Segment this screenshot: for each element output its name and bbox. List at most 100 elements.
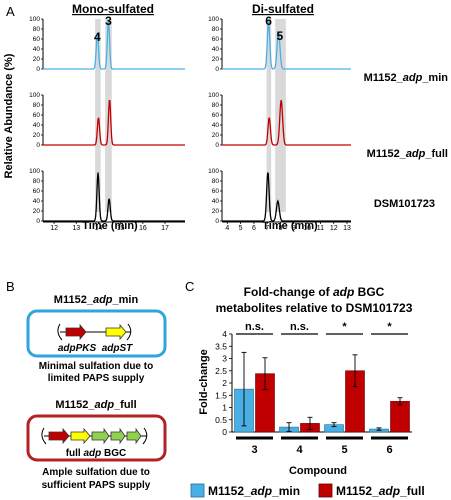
right-ytick-label: 100 xyxy=(208,16,219,23)
bar-chart-ytick-label: 3.5 xyxy=(215,341,227,351)
left-peak-label-1: 3 xyxy=(105,14,112,28)
trace-label-min: M1152_adp_min xyxy=(364,72,449,84)
category-label-6: 6 xyxy=(386,444,392,456)
significance-label-3: n.s. xyxy=(245,321,264,333)
left-xtick-label: 15 xyxy=(117,225,125,232)
right-ytick-label: 40 xyxy=(212,46,220,53)
left-xtick-label: 17 xyxy=(161,225,169,232)
panel-a-letter: A xyxy=(6,4,15,19)
box2-caption-line1: Ample sulfation due to xyxy=(42,467,150,478)
right-xtick-label: 7 xyxy=(265,225,269,232)
right-ytick-label: 40 xyxy=(212,122,220,129)
box2-caption-line2: sufficient PAPS supply xyxy=(42,480,151,491)
left-ytick-label: 100 xyxy=(29,92,40,99)
left-ytick-label: 0 xyxy=(36,142,40,149)
di-sulfated-title: Di-sulfated xyxy=(252,2,314,16)
bar-chart-ytick-label: 1.5 xyxy=(215,390,227,400)
right-peak-label-0: 6 xyxy=(265,14,272,28)
box1-title: M1152_adp_min xyxy=(54,294,139,306)
right-xtick-label: 4 xyxy=(225,225,229,232)
left-xtick-label: 14 xyxy=(95,225,103,232)
right-ytick-label: 80 xyxy=(212,26,220,33)
left-xtick-label: 12 xyxy=(50,225,58,232)
right-ytick-label: 20 xyxy=(212,208,220,215)
bar-chart-xlabel: Compound xyxy=(289,465,347,477)
mono-sulfated-chromatograms: 100 80 60 40 20 0 100 80 60 40 20 0 100 80 60 40 20 0 12 13… xyxy=(29,14,185,232)
right-ytick-label: 20 xyxy=(212,56,220,63)
bar-chart-ytick-label: 1 xyxy=(222,403,227,413)
right-ytick-label: 20 xyxy=(212,132,220,139)
right-ytick-label: 40 xyxy=(212,198,220,205)
right-ytick-label: 80 xyxy=(212,178,220,185)
gene-arrow-yellow xyxy=(70,427,91,445)
gene-arrow-green-1 xyxy=(91,427,110,445)
left-ytick-label: 100 xyxy=(29,16,40,23)
right-xtick-label: 9 xyxy=(292,225,296,232)
left-ytick-label: 60 xyxy=(33,112,41,119)
bar-chart-title-line1: Fold-change of adp BGC xyxy=(244,285,385,299)
gene-arrow-green-2 xyxy=(110,427,126,445)
left-ytick-label: 60 xyxy=(33,188,41,195)
right-ytick-label: 80 xyxy=(212,102,220,109)
significance-label-5: * xyxy=(342,321,347,333)
legend-swatch-min xyxy=(190,483,205,498)
right-ytick-label: 0 xyxy=(215,218,219,225)
adpst-label: adpST xyxy=(102,343,133,354)
right-highlight-band-0 xyxy=(266,19,272,212)
right-ytick-label: 60 xyxy=(212,112,220,119)
left-ytick-label: 0 xyxy=(36,218,40,225)
right-xtick-label: 10 xyxy=(303,225,311,232)
left-trace-0 xyxy=(43,21,185,70)
trace-label-dsm: DSM101723 xyxy=(374,198,435,210)
right-trace-0 xyxy=(222,20,351,70)
right-xtick-label: 11 xyxy=(317,225,324,232)
left-peak-label-0: 4 xyxy=(94,30,101,44)
right-xtick-label: 13 xyxy=(343,225,351,232)
significance-label-4: n.s. xyxy=(290,321,309,333)
gene-arrow-red xyxy=(48,427,70,445)
left-ytick-label: 20 xyxy=(33,56,41,63)
right-trace-1 xyxy=(222,99,351,146)
right-ytick-label: 60 xyxy=(212,36,220,43)
box1-caption-line1: Minimal sulfation due to xyxy=(39,361,153,372)
bar-chart-ytick-label: 0 xyxy=(222,427,227,437)
left-ytick-label: 80 xyxy=(33,102,41,109)
panel-c-letter: C xyxy=(185,279,194,294)
bar-chart-ytick-label: 2.5 xyxy=(215,366,227,376)
category-label-3: 3 xyxy=(251,444,257,456)
panel-b-letter: B xyxy=(6,279,15,294)
y-axis-label-a: Relative Abundance (%) xyxy=(3,53,15,178)
x-axis-label-right: Time (min) xyxy=(262,220,318,232)
left-ytick-label: 20 xyxy=(33,132,41,139)
adpst-gene-arrow xyxy=(105,323,127,341)
bar-chart-ytick-label: 4 xyxy=(222,329,227,339)
legend-swatch-full xyxy=(318,483,333,498)
right-trace-2 xyxy=(222,172,351,222)
legend-label-full: M1152_adp_full xyxy=(336,484,425,498)
right-xtick-label: 12 xyxy=(330,225,338,232)
left-ytick-label: 40 xyxy=(33,46,41,53)
bar-chart-ytick-label: 2 xyxy=(222,378,227,388)
left-ytick-label: 80 xyxy=(33,178,41,185)
category-label-4: 4 xyxy=(296,444,303,456)
left-ytick-label: 20 xyxy=(33,208,41,215)
bar-chart-ytick-label: 3 xyxy=(222,354,227,364)
right-xtick-label: 8 xyxy=(279,225,283,232)
left-ytick-label: 40 xyxy=(33,122,41,129)
left-trace-1 xyxy=(43,99,185,146)
right-ytick-label: 0 xyxy=(215,66,219,73)
fold-change-bar-chart: 0 0.5 1 1.5 2 2.5 3 3.5 4 3 n.s. 4 n.s. 5 * 6 * xyxy=(215,321,412,456)
right-ytick-label: 100 xyxy=(208,92,219,99)
left-ytick-label: 40 xyxy=(33,198,41,205)
right-ytick-label: 0 xyxy=(215,142,219,149)
box1-caption-line2: limited PAPS supply xyxy=(48,373,145,384)
left-ytick-label: 100 xyxy=(29,168,40,175)
left-highlight-band-0 xyxy=(95,19,101,212)
box2-title: M1152_adp_full xyxy=(55,399,136,411)
right-xtick-label: 5 xyxy=(239,225,243,232)
right-xtick-label: 6 xyxy=(252,225,256,232)
adppks-label: adpPKS xyxy=(58,343,97,354)
left-ytick-label: 0 xyxy=(36,66,40,73)
left-ytick-label: 80 xyxy=(33,26,41,33)
